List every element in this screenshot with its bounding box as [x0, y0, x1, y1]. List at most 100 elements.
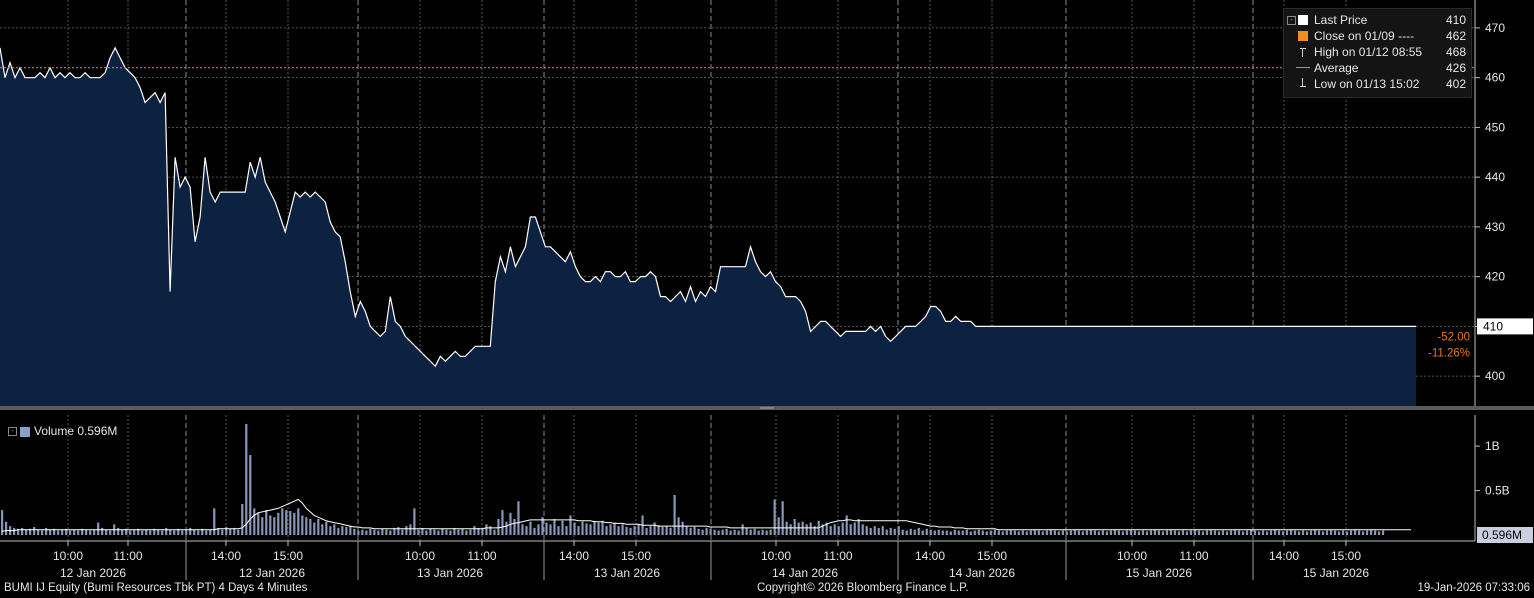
price-tick-label: 470 — [1485, 21, 1505, 35]
volume-bar — [121, 529, 124, 535]
volume-bar — [265, 510, 268, 535]
time-label: 11:00 — [823, 549, 852, 563]
volume-bar — [889, 527, 892, 535]
volume-bar — [269, 515, 272, 535]
volume-bar — [725, 528, 728, 535]
collapse-icon[interactable]: - — [1287, 16, 1296, 25]
legend-item-high[interactable]: High on 01/12 08:55 468 — [1284, 44, 1471, 60]
price-area — [0, 46, 1475, 407]
volume-bar — [729, 530, 732, 535]
price-tick-label: 440 — [1485, 170, 1505, 184]
volume-bar — [1381, 530, 1385, 535]
volume-bar — [533, 527, 536, 535]
volume-bar — [189, 527, 192, 535]
legend-item-close[interactable]: Close on 01/09 ---- 462 — [1284, 28, 1471, 44]
volume-bar — [1333, 530, 1337, 535]
volume-bar — [697, 528, 700, 535]
volume-bar — [1213, 530, 1217, 535]
volume-bar — [685, 526, 688, 535]
volume-bar — [1081, 531, 1084, 535]
volume-bar — [1041, 531, 1044, 535]
volume-bar — [457, 529, 460, 535]
volume-bar — [545, 522, 548, 535]
legend-value: 426 — [1445, 61, 1466, 75]
volume-bar — [281, 508, 284, 535]
volume-value: 0.596M — [77, 424, 118, 438]
volume-bar — [449, 530, 452, 535]
legend-label: High on 01/12 08:55 — [1314, 45, 1423, 59]
volume-bar — [249, 455, 252, 535]
volume-bar — [221, 529, 224, 535]
volume-bar — [1257, 531, 1261, 535]
volume-bar — [693, 527, 696, 535]
volume-bar — [437, 530, 440, 535]
volume-bar — [97, 522, 100, 535]
volume-bar — [597, 522, 600, 535]
volume-bar — [845, 515, 848, 535]
volume-bar — [393, 527, 396, 535]
volume-bar — [849, 524, 852, 535]
volume-legend[interactable]: - Volume 0.596M — [8, 423, 117, 439]
axes: 400 410 420 430 440 450 460 470 0.5B 1B 410 -52.00 -… — [0, 0, 1534, 543]
legend-item-last-price[interactable]: - Last Price 410 — [1284, 12, 1471, 28]
date-label: 15 Jan 2026 — [1126, 566, 1192, 580]
volume-bar — [789, 524, 792, 535]
volume-bar — [1205, 530, 1209, 535]
volume-bar — [361, 529, 364, 535]
volume-bar — [649, 526, 652, 535]
volume-bar — [853, 522, 856, 535]
volume-bar — [61, 529, 64, 535]
footer-timestamp: 19-Jan-2026 07:33:06 — [1417, 582, 1530, 594]
volume-bar — [197, 530, 200, 535]
volume-bar — [1293, 530, 1297, 535]
volume-bar — [1217, 531, 1221, 535]
volume-bar — [1361, 531, 1365, 535]
volume-bar — [929, 529, 932, 535]
volume-bar — [1189, 530, 1193, 535]
white-square-icon — [1298, 15, 1308, 25]
volume-bar — [513, 519, 516, 535]
legend-item-average[interactable]: Average 426 — [1284, 60, 1471, 76]
volume-bar — [413, 508, 416, 535]
volume-bar — [69, 530, 72, 535]
time-label: 15:00 — [977, 549, 1007, 563]
time-label: 10:00 — [1117, 549, 1147, 563]
volume-bar — [1065, 531, 1068, 535]
volume-bar — [173, 530, 176, 535]
volume-bar — [329, 526, 332, 535]
volume-bar — [621, 524, 624, 535]
volume-tick-label: 0.5B — [1485, 484, 1510, 498]
volume-bar — [1117, 530, 1120, 535]
volume-bar — [65, 528, 68, 535]
volume-bar — [769, 529, 772, 535]
volume-bar — [941, 530, 944, 535]
volume-bar — [481, 528, 484, 535]
last-price-tag — [1477, 318, 1533, 335]
volume-bar — [229, 528, 232, 535]
collapse-icon[interactable]: - — [8, 427, 17, 437]
volume-bar — [661, 527, 664, 535]
volume-bar — [1169, 529, 1173, 535]
volume-bar — [837, 526, 840, 535]
volume-bar — [1017, 531, 1020, 535]
volume-bar — [1001, 531, 1004, 535]
volume-bar — [937, 529, 940, 535]
volume-bar — [453, 527, 456, 535]
legend-label: Close on 01/09 ---- — [1314, 29, 1415, 43]
price-legend[interactable]: - Last Price 410 Close on 01/09 ---- 462… — [1283, 8, 1472, 98]
legend-item-low[interactable]: Low on 01/13 15:02 402 — [1284, 76, 1471, 92]
volume-bar — [129, 530, 132, 535]
volume-bar — [901, 529, 904, 535]
volume-bar — [1349, 530, 1353, 535]
volume-bar — [961, 530, 964, 535]
volume-bar — [917, 527, 920, 535]
volume-bar — [841, 522, 844, 535]
volume-bar — [977, 529, 980, 535]
time-label: 14:00 — [915, 549, 945, 563]
volume-bar — [293, 512, 296, 535]
volume-bar — [1173, 530, 1177, 535]
volume-bar — [209, 529, 212, 535]
date-label: 14 Jan 2026 — [949, 566, 1015, 580]
volume-bar — [1245, 530, 1249, 535]
